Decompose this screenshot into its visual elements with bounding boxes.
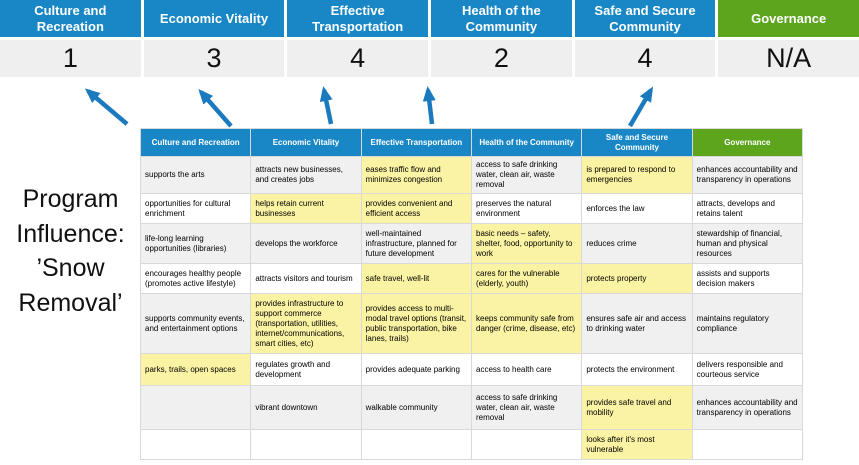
title-line: Program <box>22 185 119 213</box>
matrix-cell-highlighted: is prepared to respond to emergencies <box>582 157 692 193</box>
matrix-cell-highlighted: helps retain current businesses <box>251 194 361 223</box>
matrix-column-header: Culture and Recreation <box>141 129 251 156</box>
matrix-cell: attracts new businesses, and creates job… <box>251 157 361 193</box>
matrix-cell-highlighted: keeps community safe from danger (crime,… <box>472 294 582 353</box>
matrix-cell-highlighted: parks, trails, open spaces <box>141 354 251 385</box>
matrix-cell: supports community events, and entertain… <box>141 294 251 353</box>
matrix-cell <box>141 430 251 459</box>
priority-score: 3 <box>143 40 285 77</box>
matrix-cell <box>361 430 471 459</box>
matrix-cell: preserves the natural environment <box>472 194 582 223</box>
matrix-cell <box>251 430 361 459</box>
up-arrow-icon <box>198 89 233 128</box>
matrix-column-header: Governance <box>692 129 802 156</box>
matrix-cell: supports the arts <box>141 157 251 193</box>
matrix-cell-highlighted: provides access to multi-modal travel op… <box>361 294 471 353</box>
summary-column-4: Health of the Community 2 <box>431 0 572 77</box>
title-line: ’Snow <box>36 254 105 282</box>
matrix-column-header: Health of the Community <box>472 129 582 156</box>
matrix-column-header: Safe and Secure Community <box>582 129 692 156</box>
matrix-cell: assists and supports decision makers <box>692 264 802 293</box>
matrix-cell: well-maintained infrastructure, planned … <box>361 224 471 263</box>
matrix-cell-highlighted: safe travel, well-lit <box>361 264 471 293</box>
matrix-cell: develops the workforce <box>251 224 361 263</box>
matrix-cell <box>141 386 251 429</box>
title-line: Influence: <box>16 219 125 248</box>
up-arrow-icon <box>628 86 654 128</box>
priority-score: 4 <box>287 40 428 77</box>
matrix-cell: attracts, develops and retains talent <box>692 194 802 223</box>
matrix-cell: attracts visitors and tourism <box>251 264 361 293</box>
influence-matrix-table: Culture and Recreation Economic Vitality E… <box>140 128 803 460</box>
matrix-cell: provides adequate parking <box>361 354 471 385</box>
matrix-cell: encourages healthy people (promotes acti… <box>141 264 251 293</box>
matrix-cell: stewardship of financial, human and phys… <box>692 224 802 263</box>
matrix-cell: enhances accountability and transparency… <box>692 386 802 429</box>
priority-label: Effective Transportation <box>287 0 428 37</box>
matrix-cell-highlighted: provides infrastructure to support comme… <box>251 294 361 353</box>
up-arrow-icon <box>84 88 129 126</box>
matrix-cell: protects the environment <box>582 354 692 385</box>
title-line: Removal’ <box>18 288 123 317</box>
matrix-cell: access to safe drinking water, clean air… <box>472 386 582 429</box>
matrix-column-header: Effective Transportation <box>361 129 471 156</box>
up-arrow-icon <box>422 86 436 125</box>
matrix-cell-highlighted: eases traffic flow and minimizes congest… <box>361 157 471 193</box>
matrix-cell: enhances accountability and transparency… <box>692 157 802 193</box>
matrix-cell-highlighted: provides convenient and efficient access <box>361 194 471 223</box>
priority-label: Culture and Recreation <box>0 0 141 37</box>
matrix-cell <box>692 430 802 459</box>
matrix-cell-highlighted: provides safe travel and mobility <box>582 386 692 429</box>
priority-label: Safe and Secure Community <box>574 0 716 37</box>
priority-label: Health of the Community <box>431 0 572 37</box>
matrix-cell: ensures safe air and access to drinking … <box>582 294 692 353</box>
matrix-cell: life-long learning opportunities (librar… <box>141 224 251 263</box>
matrix-cell: maintains regulatory compliance <box>692 294 802 353</box>
summary-column-5: Safe and Secure Community 4 <box>574 0 716 77</box>
up-arrow-icon <box>319 86 334 125</box>
matrix-cell: vibrant downtown <box>251 386 361 429</box>
matrix-cell: access to health care <box>472 354 582 385</box>
matrix-cell-highlighted: cares for the vulnerable (elderly, youth… <box>472 264 582 293</box>
priority-score: 4 <box>574 40 716 77</box>
priority-score: 1 <box>0 40 141 77</box>
matrix-cell: opportunities for cultural enrichment <box>141 194 251 223</box>
matrix-cell-highlighted: basic needs – safety, shelter, food, opp… <box>472 224 582 263</box>
summary-column-6: Governance N/A <box>718 0 859 77</box>
summary-column-1: Culture and Recreation 1 <box>0 0 141 77</box>
summary-column-2: Economic Vitality 3 <box>143 0 285 77</box>
summary-column-3: Effective Transportation 4 <box>287 0 428 77</box>
priority-score: 2 <box>431 40 572 77</box>
priority-summary-bar: Culture and Recreation 1 Economic Vitality… <box>0 0 859 77</box>
arrows-layer <box>84 86 654 128</box>
matrix-cell: reduces crime <box>582 224 692 263</box>
priority-label: Economic Vitality <box>143 0 285 37</box>
matrix-cell <box>472 430 582 459</box>
matrix-cell: regulates growth and development <box>251 354 361 385</box>
matrix-cell: access to safe drinking water, clean air… <box>472 157 582 193</box>
matrix-cell-highlighted: protects property <box>582 264 692 293</box>
matrix-column-header: Economic Vitality <box>251 129 361 156</box>
matrix-cell: walkable community <box>361 386 471 429</box>
program-influence-title: Program Influence: ’Snow Removal’ <box>0 182 141 320</box>
matrix-cell-highlighted: looks after it's most vulnerable <box>582 430 692 459</box>
priority-label: Governance <box>718 0 859 37</box>
matrix-cell: delivers responsible and courteous servi… <box>692 354 802 385</box>
matrix-cell: enforces the law <box>582 194 692 223</box>
priority-score: N/A <box>718 40 859 77</box>
